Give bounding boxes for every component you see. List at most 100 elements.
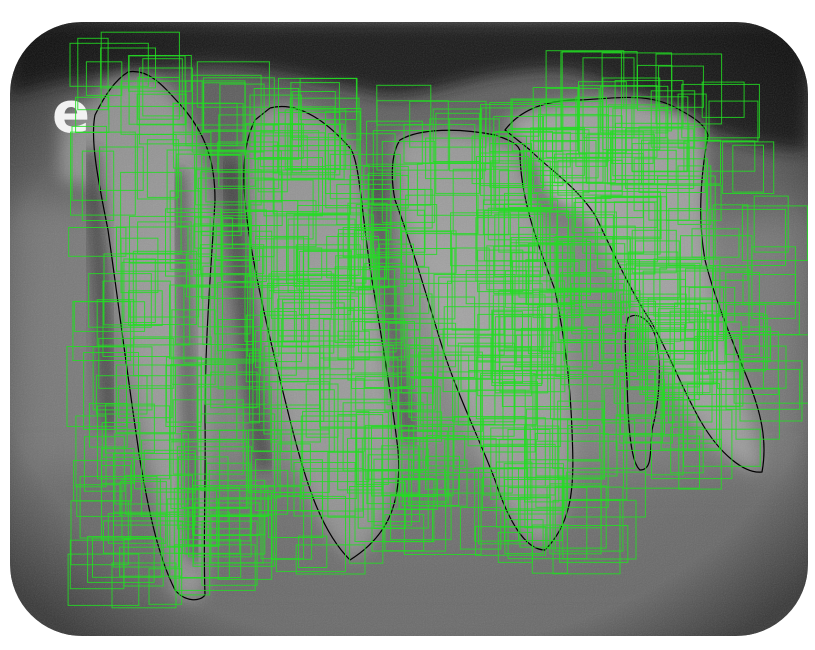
detection-box [128,290,163,326]
detection-box [219,83,265,153]
detection-box [601,52,673,132]
detection-box [381,140,436,223]
detection-box [567,419,628,500]
detection-box [121,261,191,346]
detection-box [650,90,696,148]
detection-box [600,195,662,240]
detection-box [615,414,698,451]
detection-box [418,351,483,432]
detection-box [171,309,216,385]
detection-box [249,94,302,148]
detection-box [451,247,490,331]
detection-box [275,495,346,572]
detection-box [136,93,187,126]
detection-box [282,302,345,342]
detection-box [325,111,361,194]
detection-box [244,130,320,212]
detection-box [193,502,260,536]
detection-box [718,302,800,336]
detection-box [425,137,484,180]
detection-box [363,165,409,200]
detection-box [203,82,246,131]
detection-box [195,169,262,206]
detection-box [215,225,260,261]
detection-box [116,226,189,272]
detection-box [556,214,614,289]
detection-box [651,409,733,480]
detection-box [176,446,253,530]
detection-box [492,131,571,168]
detection-box [507,467,564,510]
detection-box [70,500,129,566]
detection-box [299,468,364,512]
detection-box [99,146,144,191]
detection-box [614,80,684,128]
detection-box [480,373,536,453]
detection-box [98,337,175,389]
detection-box [678,381,717,444]
detection-box [480,375,562,448]
detection-boxes [66,31,815,609]
detection-box [498,349,543,385]
detection-box [188,506,252,558]
detection-box [694,335,741,408]
detection-box [249,352,325,422]
detection-box [442,328,477,393]
detection-box [411,377,456,421]
detection-box [192,485,275,567]
detection-box [617,264,696,332]
detection-box [193,515,264,564]
detection-box [87,536,155,583]
tooth-outline-1 [92,70,216,601]
detection-box [390,494,452,541]
detection-box [128,259,200,318]
detection-box [498,170,552,210]
tooth-outline-3 [391,129,574,551]
detection-box [562,499,637,560]
detection-box [753,195,789,253]
detection-box [103,253,137,326]
detection-box [271,492,313,560]
detection-box [273,236,305,294]
detection-box [337,233,372,291]
detection-box [481,476,566,511]
detection-box [75,415,107,488]
detection-box [132,250,197,325]
detection-box [559,525,629,563]
detection-box [201,154,242,236]
detection-box [256,247,323,280]
detection-box [742,274,796,305]
detection-box [398,430,448,502]
detection-box [274,308,355,370]
detection-box [557,159,623,196]
detection-box [571,157,606,234]
detection-box [69,42,149,87]
detection-box [305,383,339,438]
detection-box [170,441,249,510]
detection-box [680,235,753,272]
detection-box [293,462,356,517]
detection-box [677,165,712,225]
detection-box [141,439,185,517]
detection-box [450,212,511,267]
detection-box [178,539,242,578]
detection-box [72,300,131,361]
detection-box [355,412,389,485]
detection-box [200,244,265,275]
detection-box [403,478,482,556]
detection-box [438,276,505,335]
detection-box [631,229,677,274]
detection-box [88,402,128,448]
detection-box [69,539,125,590]
detection-box [102,280,171,358]
detection-box [641,139,721,185]
detection-box [504,315,544,349]
detection-box [725,271,760,355]
detection-box [457,342,515,426]
detection-box [401,429,437,498]
detection-box [376,100,449,171]
detection-box [255,179,314,240]
detection-box [129,215,211,264]
detection-box [107,513,167,544]
detection-box [367,172,402,241]
